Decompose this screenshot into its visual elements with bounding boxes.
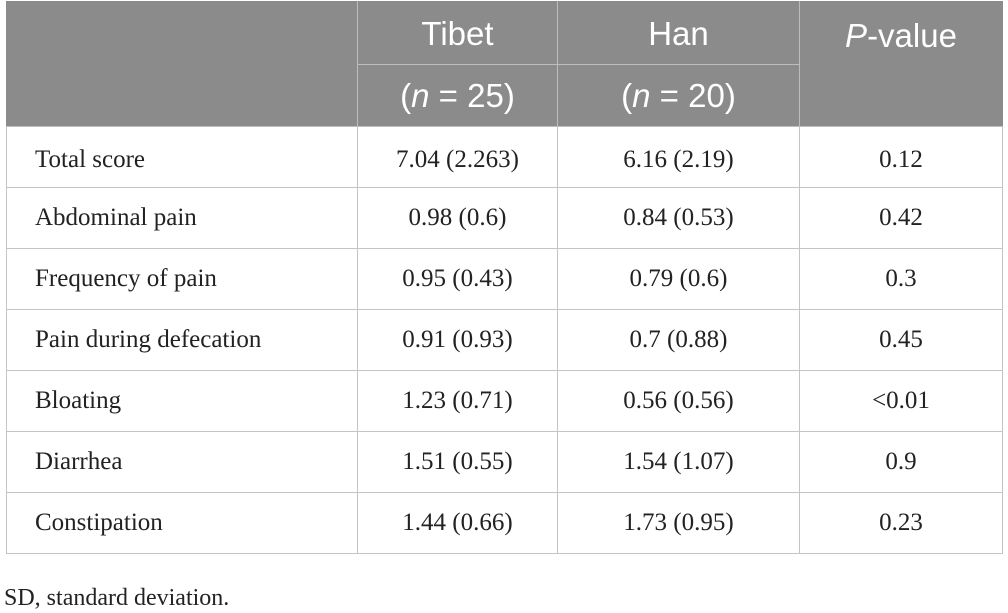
han-value: 0.79 (0.6) [557,248,800,310]
p-value: 0.3 [799,248,1003,310]
header-tibet: Tibet [357,1,558,65]
tibet-value: 0.91 (0.93) [357,309,558,371]
han-value: 0.84 (0.53) [557,187,800,249]
row-label: Bloating [6,370,358,432]
p-value: 0.42 [799,187,1003,249]
tibet-value: 1.44 (0.66) [357,492,558,554]
table-row: Diarrhea 1.51 (0.55) 1.54 (1.07) 0.9 [6,431,1003,493]
header-han: Han [557,1,800,65]
table-footnote: SD, standard deviation. [4,585,230,611]
row-label: Abdominal pain [6,187,358,249]
row-label: Frequency of pain [6,248,358,310]
p-value: 0.45 [799,309,1003,371]
table-row: Abdominal pain 0.98 (0.6) 0.84 (0.53) 0.… [6,187,1003,249]
table-body: Total score 7.04 (2.263) 6.16 (2.19) 0.1… [6,126,1003,554]
row-label: Constipation [6,492,358,554]
table-row: Frequency of pain 0.95 (0.43) 0.79 (0.6)… [6,248,1003,310]
han-value: 1.73 (0.95) [557,492,800,554]
tibet-value: 7.04 (2.263) [357,126,558,188]
table-row: Constipation 1.44 (0.66) 1.73 (0.95) 0.2… [6,492,1003,554]
header-p-value: P-value [799,1,1003,127]
header-tibet-n: (n = 25) [357,64,558,127]
han-value: 1.54 (1.07) [557,431,800,493]
han-value: 0.56 (0.56) [557,370,800,432]
p-value: 0.9 [799,431,1003,493]
row-label: Total score [6,126,358,188]
comparison-table: Tibet Han P-value (n = 25) (n = 20) Tota… [6,1,1003,554]
row-label: Diarrhea [6,431,358,493]
header-row-bottom: (n = 25) (n = 20) [7,64,1003,127]
table-header: Tibet Han P-value (n = 25) (n = 20) [6,1,1003,127]
tibet-value: 0.95 (0.43) [357,248,558,310]
han-value: 0.7 (0.88) [557,309,800,371]
header-blank-cell [6,1,358,127]
p-value: <0.01 [799,370,1003,432]
table-row: Pain during defecation 0.91 (0.93) 0.7 (… [6,309,1003,371]
p-value: 0.12 [799,126,1003,188]
header-han-n: (n = 20) [557,64,800,127]
tibet-value: 1.51 (0.55) [357,431,558,493]
row-label: Pain during defecation [6,309,358,371]
p-value: 0.23 [799,492,1003,554]
tibet-value: 0.98 (0.6) [357,187,558,249]
han-value: 6.16 (2.19) [557,126,800,188]
header-row-top: Tibet Han P-value [6,1,1003,127]
table-row: Bloating 1.23 (0.71) 0.56 (0.56) <0.01 [6,370,1003,432]
tibet-value: 1.23 (0.71) [357,370,558,432]
table-row: Total score 7.04 (2.263) 6.16 (2.19) 0.1… [6,126,1003,188]
